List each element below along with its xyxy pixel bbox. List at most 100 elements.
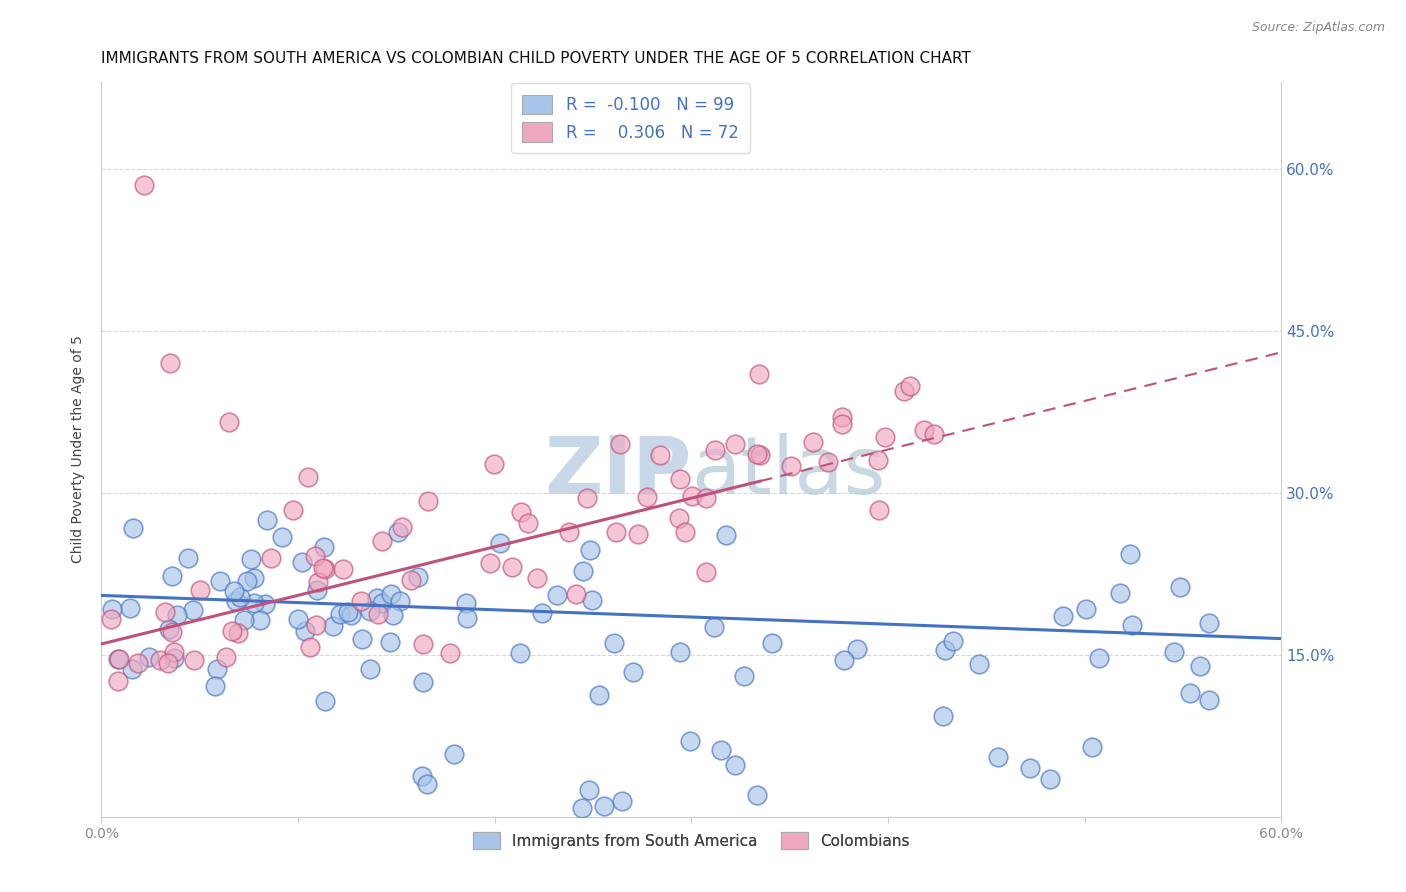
Point [107,652,129,666]
Point [412,636,434,650]
Point [578,783,600,797]
Point [305,618,328,632]
Point [695,565,717,579]
Point [159,623,181,637]
Point [593,799,616,814]
Point [745,789,768,803]
Point [898,378,921,392]
Point [875,430,897,444]
Point [479,557,502,571]
Point [1121,617,1143,632]
Point [181,603,204,617]
Point [304,549,326,563]
Point [931,709,953,723]
Point [868,453,890,467]
Point [121,520,143,534]
Point [100,612,122,626]
Point [488,536,510,550]
Point [831,417,853,432]
Point [1119,548,1142,562]
Point [412,674,434,689]
Point [249,613,271,627]
Point [558,525,581,540]
Point [571,801,593,815]
Point [748,368,770,382]
Point [509,646,531,660]
Point [297,469,319,483]
Point [134,178,156,192]
Point [575,491,598,506]
Point [118,600,141,615]
Point [226,625,249,640]
Point [204,679,226,693]
Point [648,449,671,463]
Text: Source: ZipAtlas.com: Source: ZipAtlas.com [1251,21,1385,34]
Point [256,513,278,527]
Point [183,653,205,667]
Point [1109,586,1132,600]
Point [121,662,143,676]
Point [668,645,690,659]
Point [108,651,131,665]
Point [967,657,990,671]
Point [668,472,690,486]
Point [322,619,344,633]
Point [283,502,305,516]
Point [332,562,354,576]
Y-axis label: Child Poverty Under the Age of 5: Child Poverty Under the Age of 5 [72,335,86,564]
Point [329,607,352,622]
Point [359,662,381,676]
Point [166,608,188,623]
Point [160,624,183,639]
Point [893,384,915,398]
Point [636,490,658,504]
Point [378,635,401,649]
Point [337,605,360,619]
Point [380,587,402,601]
Point [1088,651,1111,665]
Text: atlas: atlas [692,433,886,510]
Point [291,555,314,569]
Point [626,527,648,541]
Point [673,524,696,539]
Point [314,693,336,707]
Legend: Immigrants from South America, Colombians: Immigrants from South America, Colombian… [465,824,918,857]
Point [215,650,238,665]
Point [443,747,465,762]
Point [817,455,839,469]
Point [1039,772,1062,786]
Point [314,540,336,554]
Point [572,564,595,578]
Point [339,608,361,623]
Point [801,435,824,450]
Point [934,643,956,657]
Point [160,569,183,583]
Point [724,758,747,772]
Point [581,592,603,607]
Point [846,642,869,657]
Point [733,669,755,683]
Point [1168,580,1191,594]
Point [724,437,747,451]
Point [987,750,1010,764]
Point [176,551,198,566]
Point [240,552,263,566]
Point [371,533,394,548]
Point [294,624,316,639]
Point [832,653,855,667]
Point [101,601,124,615]
Point [307,582,329,597]
Point [526,571,548,585]
Point [225,594,247,608]
Point [831,410,853,425]
Point [208,574,231,588]
Point [749,448,772,462]
Point [387,524,409,539]
Point [236,574,259,588]
Point [588,688,610,702]
Point [868,503,890,517]
Point [912,423,935,437]
Point [408,570,430,584]
Point [1178,686,1201,700]
Point [287,612,309,626]
